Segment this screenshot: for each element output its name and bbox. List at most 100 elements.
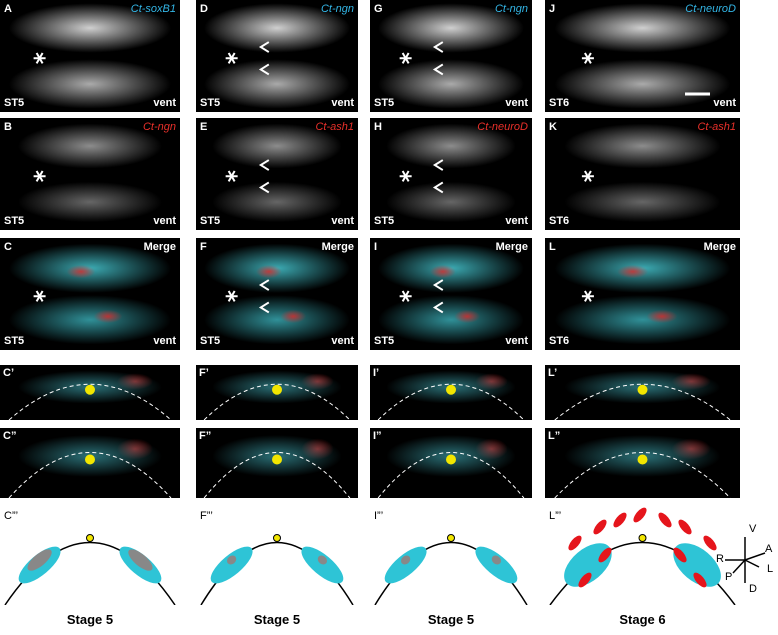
section-letter: C” — [3, 430, 17, 442]
view-label: vent — [331, 335, 354, 347]
image-panel: I Merge ST5 vent — [370, 238, 532, 350]
overlap-domain — [27, 549, 52, 571]
asterisk — [35, 170, 44, 182]
arrowhead — [432, 159, 444, 171]
asterisk — [35, 52, 44, 64]
overlap-domain — [128, 549, 153, 571]
section-panel: F’ — [196, 365, 358, 420]
overlay — [399, 41, 444, 76]
axis-arrow — [732, 559, 746, 574]
overlay — [399, 279, 444, 314]
section-letter: L’ — [548, 367, 558, 379]
overlay — [225, 159, 270, 194]
section-overlay — [8, 383, 172, 420]
image-panel: K Ct-ash1 ST6 — [545, 118, 740, 230]
section-letter: L” — [548, 430, 561, 442]
view-label: vent — [505, 97, 528, 109]
section-overlay — [554, 383, 731, 420]
section-overlay — [203, 383, 351, 420]
stage-label: ST5 — [200, 335, 221, 347]
view-label: vent — [153, 215, 176, 227]
red-domain — [593, 519, 607, 535]
view-label: vent — [153, 335, 176, 347]
notochord — [85, 454, 95, 465]
red-domain — [658, 512, 672, 528]
section-panel: L’ — [545, 365, 740, 420]
stage-label: ST5 — [374, 215, 395, 227]
overlay — [33, 170, 46, 182]
overlap-domain — [227, 555, 237, 565]
axis-label: D — [749, 583, 757, 595]
image-panel: C Merge ST5 vent — [0, 238, 180, 350]
stage-label: ST6 — [549, 335, 570, 347]
marker-label: Ct-ash1 — [315, 121, 354, 133]
section-overlay — [377, 383, 525, 420]
stage-label: ST5 — [374, 335, 395, 347]
overlap-domain — [317, 555, 327, 565]
neural-domain — [475, 546, 518, 584]
red-domain — [678, 519, 692, 535]
overlap-domain — [491, 555, 501, 565]
schematic-letter: I”’ — [374, 510, 384, 522]
image-panel: E Ct-ash1 ST5 vent — [196, 118, 358, 230]
stage-label: ST5 — [4, 97, 25, 109]
notochord — [638, 534, 647, 542]
section-letter: I” — [373, 430, 382, 442]
asterisk — [584, 52, 592, 64]
notochord — [447, 534, 455, 542]
image-panel: G Ct-ngn ST5 vent — [370, 0, 532, 112]
overlay — [581, 290, 594, 302]
section-outline — [8, 383, 172, 420]
notochord — [273, 534, 281, 542]
red-domain — [633, 507, 647, 523]
section-outline — [377, 383, 525, 420]
arrowhead — [258, 63, 270, 76]
axis-label: A — [765, 543, 773, 555]
section-panel: C” — [0, 428, 180, 498]
view-label: vent — [505, 335, 528, 347]
view-label: vent — [505, 215, 528, 227]
red-domain — [693, 572, 707, 588]
red-domain — [568, 535, 582, 551]
view-label: vent — [331, 97, 354, 109]
stage-label: ST6 — [549, 97, 570, 109]
section-letter: F’ — [199, 367, 209, 379]
notochord — [85, 384, 95, 395]
schematic — [4, 534, 176, 605]
red-domain — [703, 535, 717, 551]
stage-title: Stage 6 — [619, 612, 666, 627]
neural-domain — [210, 546, 253, 584]
marker-label: Ct-ash1 — [697, 121, 736, 133]
panel-letter: E — [200, 121, 208, 133]
stage-title: Stage 5 — [66, 612, 114, 627]
stage-title: Stage 5 — [253, 612, 301, 627]
section-overlay — [377, 452, 525, 498]
asterisk — [401, 170, 410, 182]
section-overlay — [8, 452, 172, 498]
asterisk — [35, 290, 44, 302]
panel-letter: I — [374, 241, 378, 253]
panel-letter: H — [374, 121, 382, 133]
neural-domain — [564, 543, 612, 587]
section-panel: F” — [196, 428, 358, 498]
red-domain — [613, 512, 627, 528]
asterisk — [227, 52, 236, 64]
neural-domain — [384, 546, 427, 584]
section-outline — [8, 452, 172, 498]
arrowhead — [258, 301, 270, 314]
schematic — [549, 507, 736, 605]
notochord — [637, 454, 648, 465]
red-domain — [578, 572, 592, 588]
marker-label: Merge — [703, 241, 736, 253]
notochord — [637, 384, 648, 395]
asterisk — [401, 52, 410, 64]
red-domain — [673, 547, 687, 563]
arrowhead — [258, 41, 270, 53]
axis-label: V — [749, 523, 757, 535]
panel-letter: J — [549, 3, 556, 15]
section-outline — [554, 452, 731, 498]
notochord — [86, 534, 94, 542]
axis-arrow — [744, 552, 766, 561]
marker-label: Ct-ngn — [142, 121, 176, 133]
panel-letter: G — [374, 3, 383, 15]
